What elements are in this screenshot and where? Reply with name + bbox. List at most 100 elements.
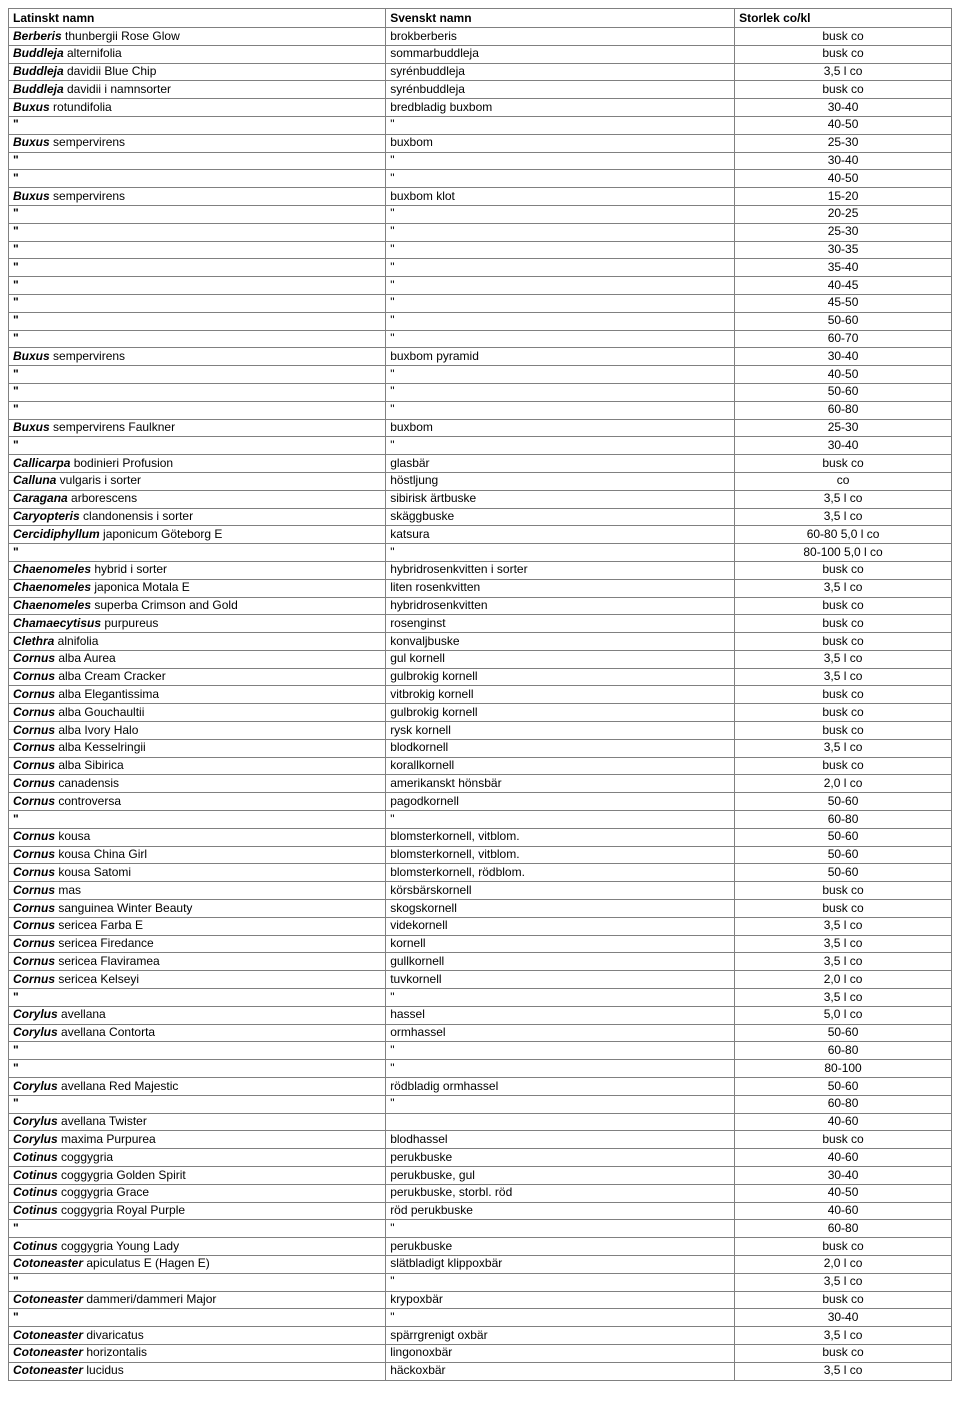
table-row: Caryopteris clandonensis i sorterskäggbu… [9,508,952,526]
cell-latin: Cercidiphyllum japonicum Göteborg E [9,526,386,544]
table-row: ""50-60 [9,312,952,330]
ditto-text: " [13,153,19,167]
cell-storlek: 3,5 l co [735,650,952,668]
cell-storlek: 25-30 [735,419,952,437]
species-text: rotundifolia [50,100,112,114]
cell-svensk: " [386,1220,735,1238]
table-row: ""50-60 [9,383,952,401]
genus-text: Cornus [13,954,55,968]
cell-svensk: hybridrosenkvitten [386,597,735,615]
table-row: ""30-40 [9,1309,952,1327]
cell-svensk: " [386,330,735,348]
cell-svensk: " [386,312,735,330]
table-row: Cornus sanguinea Winter Beautyskogskorne… [9,900,952,918]
cell-storlek: 35-40 [735,259,952,277]
cell-latin: " [9,312,386,330]
cell-svensk: skäggbuske [386,508,735,526]
table-row: Cotoneaster lucidushäckoxbär3,5 l co [9,1362,952,1380]
cell-svensk: perukbuske, storbl. röd [386,1184,735,1202]
genus-text: Buddleja [13,64,64,78]
genus-text: Cercidiphyllum [13,527,100,541]
cell-storlek: 40-50 [735,366,952,384]
table-row: Cornus sericea Flavirameagullkornell3,5 … [9,953,952,971]
cell-storlek: 3,5 l co [735,508,952,526]
species-text: alba Sibirica [55,758,124,772]
cell-storlek: busk co [735,455,952,473]
cell-storlek: 60-70 [735,330,952,348]
ditto-text: " [13,171,19,185]
cell-storlek: 50-60 [735,1078,952,1096]
cell-svensk: konvaljbuske [386,633,735,651]
species-text: alba Gouchaultii [55,705,144,719]
cell-latin: Cotoneaster apiculatus E (Hagen E) [9,1255,386,1273]
cell-svensk: brokberberis [386,28,735,46]
cell-latin: " [9,241,386,259]
cell-svensk: glasbär [386,455,735,473]
table-row: Cotoneaster apiculatus E (Hagen E)slätbl… [9,1255,952,1273]
cell-latin: " [9,366,386,384]
cell-svensk: sibirisk ärtbuske [386,490,735,508]
species-text: dammeri/dammeri Major [83,1292,216,1306]
species-text: bodinieri Profusion [70,456,173,470]
species-text: apiculatus E (Hagen E) [83,1256,210,1270]
table-row: Cornus alba Sibiricakorallkornellbusk co [9,757,952,775]
cell-latin: Cotinus coggygria Royal Purple [9,1202,386,1220]
cell-latin: Cornus alba Gouchaultii [9,704,386,722]
table-row: Buddleja alternifoliasommarbuddlejabusk … [9,45,952,63]
cell-svensk: blomsterkornell, vitblom. [386,828,735,846]
cell-latin: Caragana arborescens [9,490,386,508]
table-row: ""40-50 [9,366,952,384]
cell-latin: Cotinus coggygria Young Lady [9,1238,386,1256]
species-text: clandonensis i sorter [80,509,193,523]
table-row: Chaenomeles superba Crimson and Goldhybr… [9,597,952,615]
cell-svensk: perukbuske [386,1149,735,1167]
genus-text: Chaenomeles [13,562,91,576]
genus-text: Cornus [13,847,55,861]
cell-storlek: 3,5 l co [735,579,952,597]
cell-latin: Cornus mas [9,882,386,900]
cell-storlek: busk co [735,561,952,579]
cell-svensk: " [386,116,735,134]
table-row: Buddleja davidii i namnsortersyrénbuddle… [9,81,952,99]
cell-latin: Cornus alba Ivory Halo [9,722,386,740]
genus-text: Cornus [13,883,55,897]
ditto-text: " [13,117,19,131]
cell-svensk: rosenginst [386,615,735,633]
cell-latin: Cornus sericea Flaviramea [9,953,386,971]
cell-storlek: 40-50 [735,1184,952,1202]
cell-latin: " [9,223,386,241]
cell-storlek: 2,0 l co [735,1255,952,1273]
genus-text: Cornus [13,687,55,701]
cell-svensk: " [386,259,735,277]
table-row: Corylus avellanahassel5,0 l co [9,1006,952,1024]
genus-text: Buxus [13,100,50,114]
cell-svensk: " [386,544,735,562]
species-text: coggygria [58,1150,113,1164]
cell-storlek: 50-60 [735,846,952,864]
cell-latin: " [9,277,386,295]
table-row: Cornus controversapagodkornell50-60 [9,793,952,811]
cell-storlek: co [735,472,952,490]
cell-storlek: 40-50 [735,170,952,188]
cell-latin: " [9,989,386,1007]
genus-text: Cotoneaster [13,1345,83,1359]
cell-storlek: 2,0 l co [735,775,952,793]
genus-text: Cotinus [13,1168,58,1182]
cell-storlek: 30-40 [735,1167,952,1185]
species-text: lucidus [83,1363,124,1377]
table-row: Cotinus coggygria Young Ladyperukbuskebu… [9,1238,952,1256]
table-row: Buxus sempervirensbuxbom25-30 [9,134,952,152]
table-row: ""40-50 [9,170,952,188]
cell-storlek: busk co [735,28,952,46]
species-text: hybrid i sorter [91,562,167,576]
cell-svensk: " [386,1309,735,1327]
cell-storlek: busk co [735,615,952,633]
cell-latin: " [9,116,386,134]
genus-text: Cotinus [13,1203,58,1217]
cell-storlek: 50-60 [735,864,952,882]
species-text: sericea Kelseyi [55,972,139,986]
cell-storlek: 5,0 l co [735,1006,952,1024]
cell-svensk: perukbuske [386,1238,735,1256]
cell-latin: " [9,401,386,419]
cell-latin: Corylus avellana Red Majestic [9,1078,386,1096]
